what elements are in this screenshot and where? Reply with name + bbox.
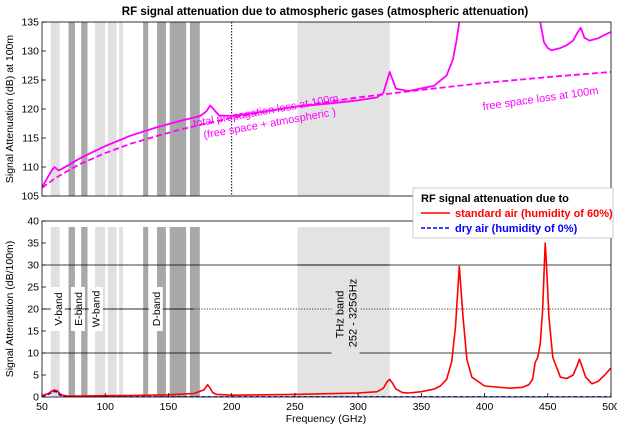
bottom-bar-8	[169, 227, 187, 397]
top-series-line-0	[42, 22, 461, 188]
band-v: V-band	[42, 287, 74, 331]
x-axis-label: Frequency (GHz)	[286, 413, 367, 425]
top-y-axis-label: Signal Attenuation (dB) at 100m	[4, 35, 16, 184]
xtick-label-400: 400	[476, 401, 494, 413]
top-ytick-label-105: 105	[21, 191, 39, 203]
band-thz: THz band 252 - 325GHz	[297, 264, 390, 355]
chart-title: RF signal attenuation due to atmospheric…	[122, 6, 529, 18]
xtick-label-450: 450	[539, 401, 557, 413]
bottom-y-axis-label: Signal Attenuation (dB/100m)	[4, 241, 16, 378]
top-frequency-bars	[50, 22, 390, 196]
band-d: D-band	[117, 287, 194, 331]
bottom-bar-4	[107, 227, 117, 397]
xtick-label-250: 250	[286, 401, 304, 413]
band-w: W-band	[73, 287, 118, 331]
bottom-bar-6	[143, 227, 149, 397]
band-label-thz: THz band 252 - 325GHz	[335, 279, 360, 347]
band-label-v: V-band	[53, 292, 65, 325]
bottom-ytick-label-30: 30	[27, 260, 39, 272]
band-label-d: D-band	[151, 292, 163, 327]
top-bar-4	[107, 22, 117, 196]
band-labels: V-band E-band W-band D-band THz band 252…	[42, 264, 390, 355]
top-bar-10	[297, 22, 390, 196]
legend-label-standard-air: standard air (humidity of 60%)	[455, 208, 613, 220]
top-ytick-label-110: 110	[22, 162, 39, 174]
xtick-label-350: 350	[413, 401, 431, 413]
top-bar-1	[68, 22, 75, 196]
top-series-line-2	[42, 71, 611, 189]
legend-title: RF signal attenuation due to	[421, 193, 569, 205]
top-ytick-label-125: 125	[21, 75, 39, 87]
bottom-ytick-label-0: 0	[33, 392, 39, 404]
panel-separator	[0, 197, 617, 199]
xtick-label-100: 100	[96, 401, 114, 413]
bottom-ytick-label-10: 10	[27, 348, 39, 360]
top-series-line-1	[539, 22, 611, 52]
xtick-label-150: 150	[160, 401, 178, 413]
thz-line-2: 252 - 325GHz	[348, 279, 360, 347]
top-ytick-label-135: 135	[21, 17, 39, 29]
top-bar-3	[95, 22, 106, 196]
bottom-ytick-label-20: 20	[27, 304, 39, 316]
bottom-ytick-label-5: 5	[33, 370, 39, 382]
band-label-w: W-band	[91, 291, 103, 328]
top-bar-5	[119, 22, 123, 196]
top-bar-8	[169, 22, 187, 196]
top-bar-9	[189, 22, 200, 196]
top-bar-6	[143, 22, 149, 196]
bottom-ytick-label-35: 35	[27, 238, 39, 250]
x-ticks: 50 100 150 200 250 300 350 400 450 500	[36, 393, 617, 413]
top-bar-2	[81, 22, 88, 196]
xtick-label-50: 50	[36, 401, 48, 413]
bottom-bar-5	[119, 227, 123, 397]
legend-label-dry-air: dry air (humidity of 0%)	[455, 223, 578, 235]
bottom-ytick-label-15: 15	[27, 326, 39, 338]
bottom-ytick-label-25: 25	[27, 282, 39, 294]
bottom-ytick-label-40: 40	[27, 216, 39, 228]
top-series	[42, 22, 611, 189]
top-bar-7	[157, 22, 166, 196]
bottom-y-ticks: 0 5 10 15 20 25 30 35 40	[27, 216, 46, 404]
bottom-bar-9	[189, 227, 200, 397]
thz-line-1: THz band	[335, 291, 347, 339]
top-y-ticks: 105 110 115 120 125 130 135	[21, 17, 46, 203]
top-ytick-label-115: 115	[22, 133, 39, 145]
top-ytick-label-120: 120	[21, 104, 39, 116]
legend: RF signal attenuation due to standard ai…	[412, 187, 614, 239]
top-ytick-label-130: 130	[21, 46, 39, 58]
xtick-label-200: 200	[223, 401, 241, 413]
xtick-label-300: 300	[349, 401, 367, 413]
xtick-label-500: 500	[602, 401, 617, 413]
top-bar-0	[50, 22, 60, 196]
